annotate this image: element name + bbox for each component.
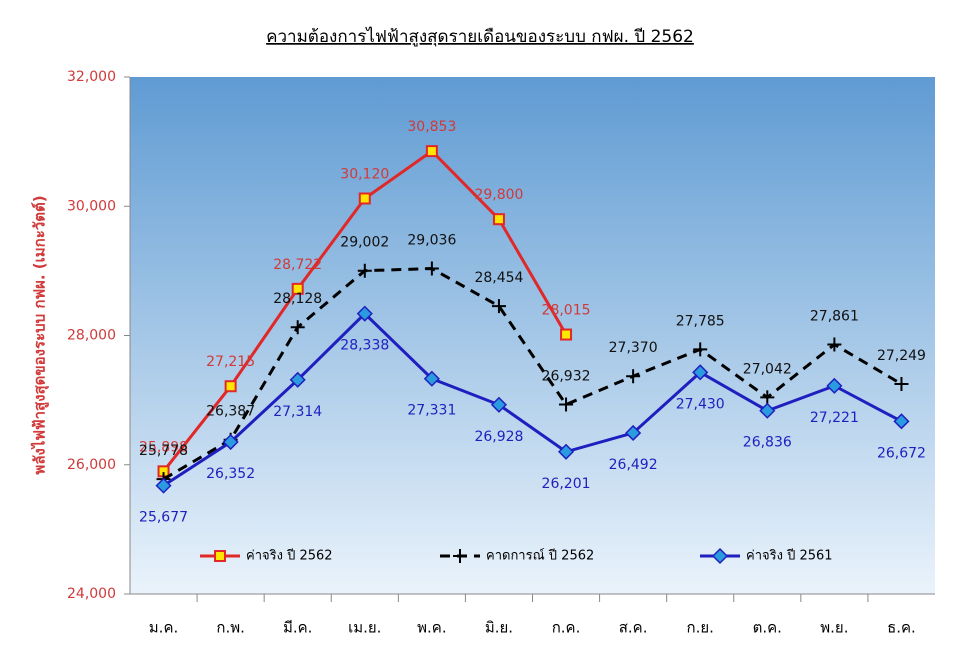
marker — [693, 342, 708, 357]
x-tick-label: ก.ย. — [686, 619, 713, 637]
marker — [357, 263, 372, 278]
data-label: 28,454 — [474, 270, 523, 286]
data-label: 25,898 — [139, 439, 188, 455]
marker — [214, 550, 226, 562]
y-tick-label: 32,000 — [67, 69, 116, 85]
marker — [894, 377, 909, 392]
marker — [711, 547, 729, 565]
marker — [424, 261, 439, 276]
marker — [453, 549, 467, 563]
marker — [625, 424, 642, 442]
data-label: 30,120 — [340, 166, 389, 182]
data-label: 26,932 — [542, 369, 591, 385]
data-label: 29,036 — [407, 233, 456, 249]
x-tick-label: มิ.ย. — [485, 619, 513, 637]
x-tick-label: ส.ค. — [619, 619, 648, 637]
x-tick-label: ธ.ค. — [887, 619, 916, 637]
y-tick-label: 30,000 — [67, 198, 116, 214]
data-label: 28,128 — [273, 291, 322, 307]
legend-label: ค่าจริง ปี 2561 — [746, 548, 833, 564]
data-label: 28,722 — [273, 257, 322, 273]
marker — [222, 433, 239, 451]
data-label: 25,778 — [139, 443, 188, 459]
marker — [760, 390, 775, 405]
x-tick-label: ต.ค. — [753, 619, 782, 637]
y-axis-title: พลังไฟฟ้าสูงสุดของระบบ กฟผ. (เมกะวัตต์) — [30, 195, 50, 474]
marker — [560, 328, 573, 341]
data-label: 26,492 — [609, 457, 658, 473]
data-label: 27,221 — [810, 410, 859, 426]
data-label: 29,800 — [474, 187, 523, 203]
data-label: 26,352 — [206, 466, 255, 482]
data-label: 26,201 — [542, 476, 591, 492]
data-label: 27,314 — [273, 404, 322, 420]
data-label: 27,861 — [810, 308, 859, 324]
data-label: 30,853 — [407, 119, 456, 135]
data-label: 27,430 — [676, 396, 725, 412]
marker — [893, 413, 910, 430]
data-label: 27,331 — [407, 403, 456, 419]
marker — [224, 380, 237, 393]
plot-area — [130, 77, 935, 594]
data-label: 28,015 — [542, 303, 591, 319]
marker — [826, 377, 843, 394]
marker — [692, 364, 709, 381]
marker — [289, 371, 306, 388]
x-tick-label: ม.ค. — [149, 619, 178, 637]
marker — [559, 397, 574, 412]
data-label: 29,002 — [340, 235, 389, 251]
data-label: 26,387 — [206, 404, 255, 420]
data-label: 27,370 — [609, 340, 658, 356]
legend-label: ค่าจริง ปี 2562 — [246, 548, 333, 564]
data-label: 26,928 — [474, 429, 523, 445]
marker — [492, 213, 505, 226]
y-tick-label: 26,000 — [67, 457, 116, 473]
marker — [491, 299, 506, 314]
data-label: 25,677 — [139, 510, 188, 526]
marker — [155, 477, 172, 494]
data-label: 27,785 — [676, 313, 725, 329]
series-line — [162, 311, 903, 487]
data-label: 28,338 — [340, 338, 389, 354]
marker — [490, 396, 508, 413]
marker — [827, 337, 842, 352]
x-tick-label: พ.ค. — [417, 619, 446, 637]
x-tick-label: ก.พ. — [216, 619, 245, 637]
marker — [423, 370, 440, 387]
x-tick-label: เม.ย. — [348, 619, 381, 637]
marker — [291, 282, 304, 295]
marker — [290, 320, 305, 335]
marker — [626, 369, 641, 384]
x-tick-label: ก.ค. — [552, 619, 581, 637]
data-label: 27,215 — [206, 354, 255, 370]
marker — [356, 305, 373, 322]
marker — [759, 402, 776, 419]
x-tick-label: พ.ย. — [820, 619, 848, 637]
data-label: 26,672 — [877, 445, 926, 461]
marker — [557, 443, 575, 460]
data-label: 26,836 — [743, 435, 792, 451]
marker — [425, 145, 438, 158]
y-tick-label: 24,000 — [67, 586, 116, 602]
y-tick-label: 28,000 — [67, 328, 116, 344]
legend-label: คาดการณ์ ปี 2562 — [486, 548, 594, 564]
data-label: 27,249 — [877, 348, 926, 364]
series-line — [162, 267, 903, 481]
chart-title: ความต้องการไฟฟ้าสูงสุดรายเดือนของระบบ กฟ… — [266, 26, 694, 47]
marker — [358, 192, 371, 205]
x-tick-label: มี.ค. — [283, 619, 312, 637]
data-label: 27,042 — [743, 361, 792, 377]
